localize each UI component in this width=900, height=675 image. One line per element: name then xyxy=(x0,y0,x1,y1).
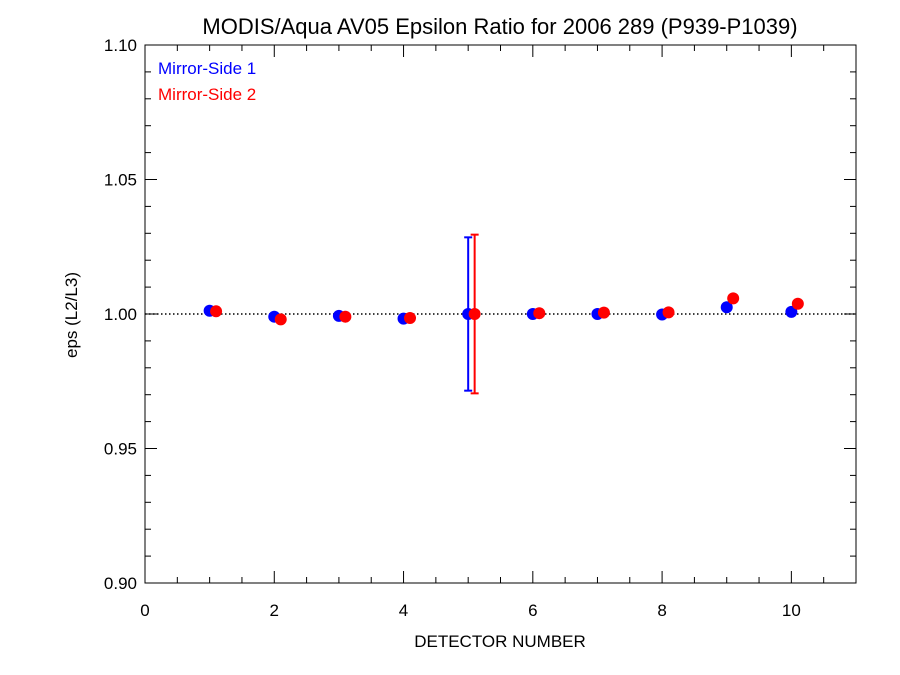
x-tick-label: 0 xyxy=(140,601,149,620)
x-tick-label: 10 xyxy=(782,601,801,620)
data-point-mirror-side-2 xyxy=(791,297,804,310)
data-point-mirror-side-2 xyxy=(597,306,610,319)
data-point-mirror-side-2 xyxy=(210,305,223,318)
x-tick-label: 4 xyxy=(399,601,408,620)
y-tick-label: 0.90 xyxy=(104,574,137,593)
data-point-mirror-side-2 xyxy=(662,306,675,319)
x-axis-label: DETECTOR NUMBER xyxy=(414,632,586,651)
y-tick-label: 1.00 xyxy=(104,305,137,324)
legend: Mirror-Side 1 Mirror-Side 2 xyxy=(158,59,256,104)
plot-area: 0 2 4 6 8 10 0.90 0.95 1.00 1.05 1.10 xyxy=(104,36,857,620)
x-tick-label: 2 xyxy=(270,601,279,620)
x-tick-label: 8 xyxy=(657,601,666,620)
chart-title: MODIS/Aqua AV05 Epsilon Ratio for 2006 2… xyxy=(202,14,797,39)
y-tick-label: 0.95 xyxy=(104,440,137,459)
y-tick-label: 1.05 xyxy=(104,171,137,190)
data-point-mirror-side-2 xyxy=(339,310,352,323)
data-point-mirror-side-2 xyxy=(533,307,546,320)
data-point-mirror-side-2 xyxy=(727,292,740,305)
data-point-mirror-side-2 xyxy=(274,313,287,326)
data-point-mirror-side-2 xyxy=(404,312,417,325)
legend-entry: Mirror-Side 1 xyxy=(158,59,256,78)
y-tick-label: 1.10 xyxy=(104,36,137,55)
data-point-mirror-side-1 xyxy=(785,305,798,318)
y-axis-label: eps (L2/L3) xyxy=(62,272,81,358)
legend-entry: Mirror-Side 2 xyxy=(158,85,256,104)
data-point-mirror-side-1 xyxy=(720,301,733,314)
data-point-mirror-side-2 xyxy=(468,308,481,320)
x-tick-label: 6 xyxy=(528,601,537,620)
